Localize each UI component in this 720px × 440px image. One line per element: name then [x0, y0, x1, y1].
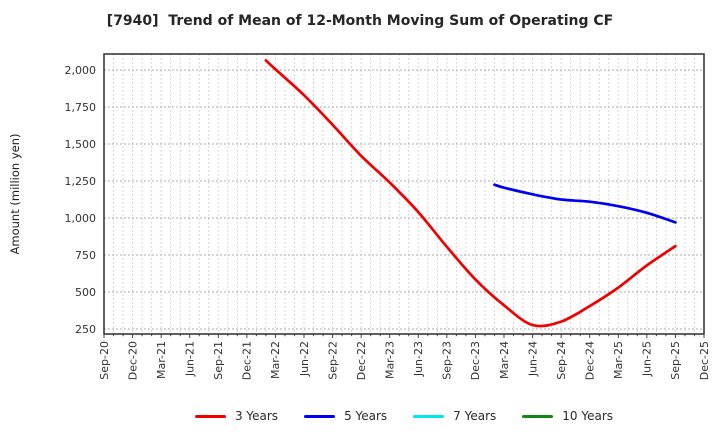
legend-swatch-5-years [304, 414, 336, 418]
legend-label-10-years: 10 Years [562, 409, 614, 423]
x-tick-label: Jun-22 [298, 341, 311, 377]
y-tick-label: 250 [75, 323, 96, 336]
x-tick-label: Mar-24 [498, 341, 511, 379]
chart-title: [7940] Trend of Mean of 12-Month Moving … [106, 13, 614, 29]
x-tick-label: Jun-23 [412, 341, 425, 377]
x-tick-label: Mar-23 [384, 341, 397, 379]
x-tick-label: Sep-20 [98, 341, 111, 380]
y-tick-label: 1,750 [65, 101, 97, 114]
legend-label-7-years: 7 Years [453, 409, 497, 423]
legend-label-3-years: 3 Years [234, 409, 279, 423]
y-tick-label: 1,250 [65, 175, 97, 188]
x-tick-label: Dec-25 [698, 341, 711, 380]
x-tick-label: Jun-24 [526, 341, 539, 377]
y-tick-label: 750 [75, 249, 96, 262]
series-line-3-years [264, 59, 677, 328]
x-tick-label: Dec-23 [469, 341, 482, 380]
y-tick-label: 1,000 [65, 212, 97, 225]
series-line-5-years [493, 183, 677, 224]
y-tick-label: 500 [75, 286, 96, 299]
x-tick-label: Dec-24 [584, 341, 597, 380]
x-tick-label: Dec-21 [241, 341, 254, 380]
x-tick-label: Sep-25 [669, 341, 682, 380]
x-tick-label: Mar-22 [269, 341, 282, 379]
x-tick-label: Dec-22 [355, 341, 368, 380]
x-tick-label: Mar-21 [155, 341, 168, 379]
x-tick-label: Jun-25 [641, 341, 654, 377]
y-axis-label: Amount (million yen) [8, 134, 22, 255]
legend-item-10-years: 10 Years [522, 410, 613, 422]
legend-swatch-7-years [413, 414, 445, 418]
x-tick-label: Sep-21 [212, 341, 225, 380]
x-tick-label: Sep-24 [555, 341, 568, 380]
x-tick-label: Sep-23 [441, 341, 454, 380]
legend-label-5-years: 5 Years [344, 409, 388, 423]
legend-swatch-3-years [194, 414, 226, 418]
legend-item-7-years: 7 Years [413, 410, 496, 422]
x-tick-label: Mar-25 [612, 341, 625, 379]
legend-swatch-10-years [522, 414, 554, 418]
legend: 3 Years 5 Years 7 Years 10 Years [104, 403, 704, 429]
x-tick-label: Jun-21 [184, 341, 197, 377]
legend-item-5-years: 5 Years [304, 410, 387, 422]
legend-item-3-years: 3 Years [194, 409, 279, 423]
y-tick-label: 1,500 [65, 138, 97, 151]
x-tick-label: Sep-22 [326, 341, 339, 380]
plot-border [103, 53, 705, 335]
y-tick-label: 2,000 [65, 64, 97, 77]
x-tick-label: Dec-20 [126, 341, 139, 380]
